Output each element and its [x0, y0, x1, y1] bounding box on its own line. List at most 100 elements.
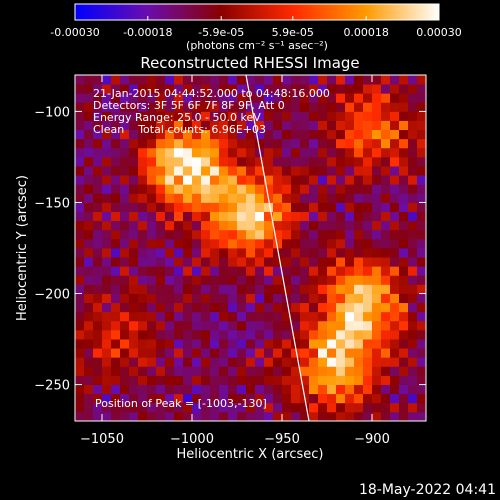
y-tick-label: −150 — [34, 196, 70, 211]
heatmap-cell — [93, 311, 103, 322]
heatmap-cell — [156, 102, 166, 112]
heatmap-cell — [201, 166, 211, 176]
heatmap-cell — [111, 402, 121, 413]
heatmap-cell — [156, 257, 166, 267]
heatmap-cell — [75, 75, 85, 85]
heatmap-cell — [318, 129, 328, 140]
heatmap-cell — [372, 348, 382, 358]
heatmap-cell — [102, 175, 112, 185]
heatmap-cell — [165, 93, 175, 103]
heatmap-cell — [327, 393, 337, 404]
heatmap-cell — [84, 275, 94, 285]
heatmap-cell — [345, 184, 355, 194]
heatmap-cell — [75, 302, 85, 313]
heatmap-cell — [210, 302, 220, 313]
heatmap-cell — [156, 311, 166, 322]
heatmap-cell — [246, 211, 256, 222]
heatmap-cell — [228, 320, 238, 331]
heatmap-cell — [354, 293, 364, 304]
heatmap-cell — [138, 84, 148, 94]
heatmap-cell — [129, 302, 139, 313]
heatmap-cell — [228, 147, 238, 158]
heatmap-cell — [165, 84, 175, 94]
heatmap-cell — [318, 402, 328, 413]
heatmap-cell — [282, 147, 292, 158]
heatmap-cell — [354, 238, 364, 249]
heatmap-cell — [264, 229, 274, 240]
heatmap-cell — [111, 275, 121, 285]
heatmap-cell — [255, 175, 265, 185]
heatmap-cell — [399, 393, 409, 404]
heatmap-cell — [84, 147, 94, 158]
heatmap-cell — [408, 384, 418, 395]
heatmap-cell — [93, 129, 103, 140]
heatmap-cell — [318, 111, 328, 121]
heatmap-cell — [255, 302, 265, 313]
heatmap-cell — [327, 184, 337, 194]
heatmap-cell — [210, 120, 220, 131]
heatmap-cell — [273, 411, 283, 421]
heatmap-cell — [318, 293, 328, 304]
heatmap-cell — [165, 302, 175, 313]
heatmap-cell — [102, 120, 112, 131]
heatmap-cell — [219, 138, 229, 149]
heatmap-cell — [84, 311, 94, 322]
heatmap-cell — [84, 84, 94, 94]
heatmap-cell — [129, 311, 139, 322]
heatmap-cell — [174, 166, 184, 176]
heatmap-cell — [282, 402, 292, 413]
heatmap-cell — [291, 320, 301, 331]
heatmap-cell — [417, 320, 426, 331]
heatmap-cell — [363, 411, 373, 421]
heatmap-cell — [165, 366, 175, 376]
heatmap-cell — [381, 329, 391, 340]
heatmap-cell — [75, 193, 85, 203]
heatmap-cell — [345, 311, 355, 322]
heatmap-cell — [390, 339, 400, 349]
heatmap-cell — [210, 156, 220, 167]
heatmap-cell — [210, 193, 220, 203]
heatmap-cell — [390, 111, 400, 121]
heatmap-cell — [156, 184, 166, 194]
heatmap-cell — [120, 193, 130, 203]
heatmap-cell — [291, 411, 301, 421]
heatmap-cell — [291, 75, 301, 85]
heatmap-cell — [336, 393, 346, 404]
heatmap-cell — [129, 348, 139, 358]
heatmap-cell — [201, 220, 211, 231]
heatmap-cell — [273, 202, 283, 212]
heatmap-cell — [327, 248, 337, 258]
heatmap-cell — [300, 238, 310, 249]
heatmap-cell — [273, 293, 283, 304]
heatmap-cell — [363, 339, 373, 349]
heatmap-cell — [210, 175, 220, 185]
heatmap-cell — [183, 120, 193, 131]
heatmap-cell — [309, 156, 319, 167]
heatmap-cell — [210, 84, 220, 94]
heatmap-cell — [102, 357, 112, 367]
heatmap-cell — [237, 238, 247, 249]
heatmap-cell — [147, 202, 157, 212]
heatmap-cell — [390, 156, 400, 167]
heatmap-cell — [417, 339, 426, 349]
heatmap-cell — [102, 220, 112, 231]
heatmap-cell — [264, 366, 274, 376]
heatmap-cell — [399, 120, 409, 131]
heatmap-cell — [246, 156, 256, 167]
heatmap-cell — [291, 348, 301, 358]
heatmap-cell — [192, 129, 202, 140]
info-clean: Clean Total counts: 6.96E+03 — [93, 123, 266, 136]
heatmap-cell — [417, 138, 426, 149]
heatmap-cell — [219, 257, 229, 267]
heatmap-cell — [93, 84, 103, 94]
heatmap-cell — [210, 238, 220, 249]
heatmap-cell — [120, 311, 130, 322]
heatmap-cell — [165, 293, 175, 304]
heatmap-cell — [147, 266, 157, 276]
heatmap-cell — [291, 402, 301, 413]
heatmap-cell — [120, 211, 130, 222]
heatmap-cell — [246, 75, 256, 85]
heatmap-cell — [309, 375, 319, 385]
heatmap-cell — [174, 266, 184, 276]
heatmap-cell — [408, 202, 418, 212]
